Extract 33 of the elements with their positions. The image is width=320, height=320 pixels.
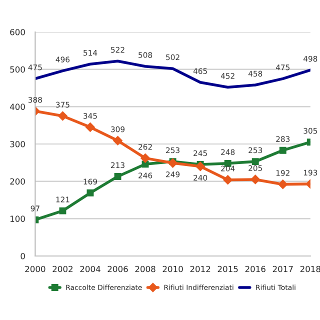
x-tick-label: 2015 <box>218 266 238 272</box>
point <box>142 160 149 168</box>
x-tick-label: 2002 <box>52 266 72 272</box>
x-tick-label: 2018 <box>300 266 320 272</box>
y-tick-label: 100 <box>10 216 25 222</box>
point <box>168 158 178 168</box>
point <box>279 146 286 154</box>
y-tick-label: 200 <box>10 178 25 185</box>
y-tick-label: 0 <box>20 252 25 260</box>
point <box>252 158 259 166</box>
x-tick-label: 2010 <box>162 266 183 272</box>
point <box>113 136 122 146</box>
point <box>250 174 260 184</box>
x-tick-label: 2000 <box>25 266 46 272</box>
point <box>86 189 94 196</box>
point <box>58 111 68 121</box>
point <box>278 180 288 189</box>
point <box>114 173 122 180</box>
y-tick-label: 500 <box>10 66 25 73</box>
point <box>223 175 232 184</box>
x-tick-label: 2008 <box>135 266 156 272</box>
point <box>140 154 150 163</box>
point <box>196 162 205 172</box>
y-tick-label: 400 <box>10 104 25 110</box>
y-tick-label: 300 <box>10 140 25 148</box>
y-tick-label: 600 <box>10 28 25 36</box>
x-tick-label: 2012 <box>190 266 210 272</box>
x-tick-label: 2006 <box>108 266 128 272</box>
point <box>86 122 95 132</box>
x-tick-label: 2017 <box>272 266 293 272</box>
x-tick-label: 2004 <box>80 266 100 272</box>
point <box>59 207 66 214</box>
x-tick-label: 2016 <box>245 266 266 272</box>
